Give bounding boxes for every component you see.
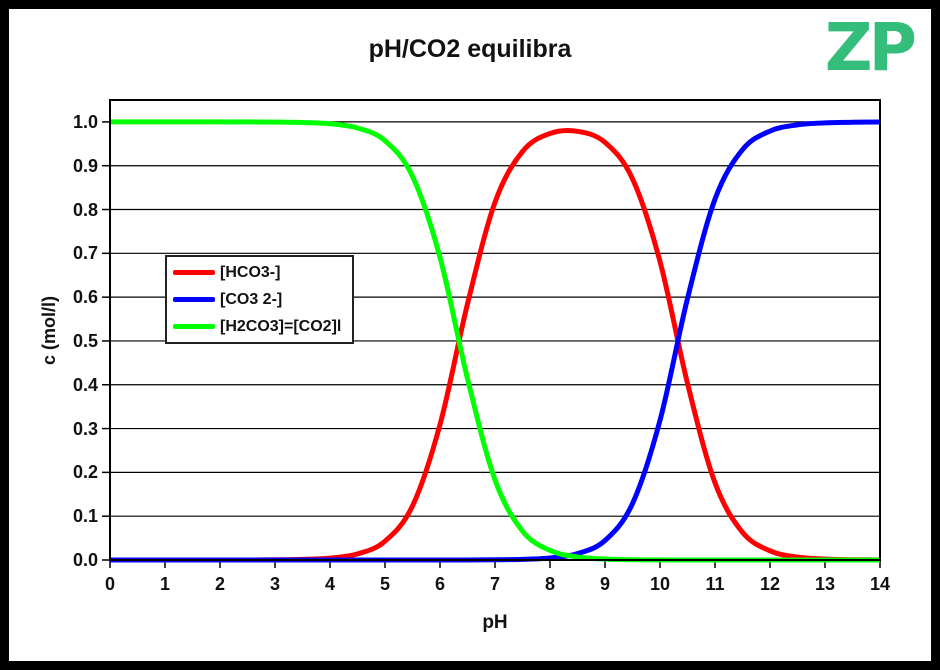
legend-label-1: [CO3 2-]: [220, 290, 283, 308]
x-tick-label-7: 7: [489, 574, 500, 594]
y-tick-label-0.1: 0.1: [72, 506, 98, 527]
y-tick-label-0.7: 0.7: [72, 243, 98, 264]
zp-logo: ZP: [824, 9, 917, 86]
plot-border: [109, 99, 881, 561]
x-tick-label-0: 0: [104, 574, 115, 594]
chart-canvas: pH/CO2 equilibra ZP 0.0 0.1 0.2 0.3 0.4 0.5 0.…: [9, 9, 931, 661]
y-tick-label-1.0: 1.0: [72, 111, 98, 132]
y-tick-label-0.6: 0.6: [72, 287, 98, 308]
x-tick-label-11: 11: [705, 574, 725, 594]
x-tick-label-6: 6: [434, 574, 445, 594]
legend: [HCO3-] [CO3 2-] [H2CO3]=[CO2]l: [165, 255, 354, 344]
y-tick-label-0.8: 0.8: [72, 199, 98, 220]
x-tick-label-12: 12: [759, 574, 781, 594]
plot-area: [102, 99, 881, 568]
series-line-0: [110, 127, 881, 563]
y-tick-label-0.2: 0.2: [72, 462, 98, 483]
y-tick-label-0.0: 0.0: [72, 550, 98, 570]
y-tick-label-0.5: 0.5: [72, 330, 98, 351]
legend-entry-0: [HCO3-]: [173, 260, 352, 286]
legend-line-swatch-2: [173, 324, 215, 329]
x-tick-label-4: 4: [324, 574, 335, 594]
x-tick-label-13: 13: [814, 574, 836, 594]
x-tick-label-9: 9: [599, 574, 610, 594]
legend-entry-1: [CO3 2-]: [173, 287, 352, 313]
legend-line-swatch-0: [173, 270, 215, 275]
y-tick-label-0.9: 0.9: [72, 155, 98, 176]
legend-line-swatch-1: [173, 297, 215, 302]
y-axis-title: c (mol/l): [39, 295, 60, 366]
legend-entry-2: [H2CO3]=[CO2]l: [173, 314, 352, 340]
x-tick-label-14: 14: [869, 574, 891, 594]
y-tick-label-0.4: 0.4: [72, 374, 98, 395]
x-tick-label-3: 3: [269, 574, 280, 594]
x-tick-label-10: 10: [649, 574, 671, 594]
y-tick-label-0.3: 0.3: [72, 418, 98, 439]
chart-title: pH/CO2 equilibra: [368, 35, 572, 63]
x-tick-label-8: 8: [544, 574, 555, 594]
legend-label-0: [HCO3-]: [220, 263, 281, 281]
x-tick-label-5: 5: [379, 574, 390, 594]
x-tick-label-2: 2: [214, 574, 225, 594]
x-axis-title: pH: [482, 612, 508, 633]
x-tick-label-1: 1: [159, 574, 170, 594]
legend-label-2: [H2CO3]=[CO2]l: [220, 317, 342, 335]
